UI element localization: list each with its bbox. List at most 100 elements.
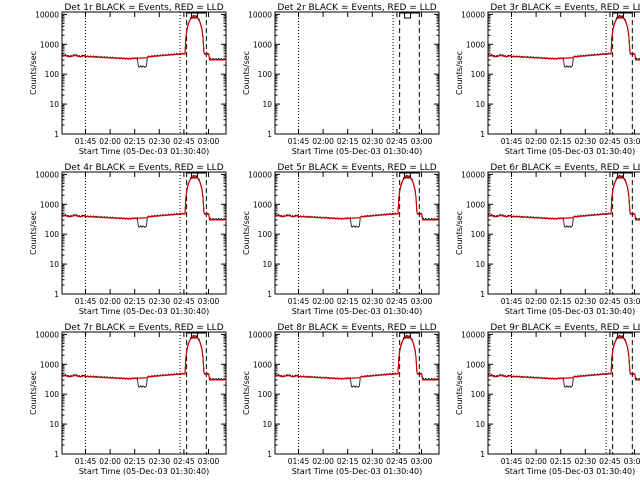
y-axis-label: Counts/sec xyxy=(455,51,464,95)
y-tick-label: 1000 xyxy=(40,360,59,369)
x-axis-label: Start Time (05-Dec-03 01:30:40) xyxy=(292,467,423,476)
y-tick-label: 100 xyxy=(258,70,273,79)
chart-title: Det 8r BLACK = Events, RED = LLD xyxy=(277,323,436,333)
x-tick-label: 02:15 xyxy=(337,297,359,306)
events-series-line xyxy=(487,174,640,229)
y-tick-label: 1000 xyxy=(40,200,59,209)
chart-title: Det 7r BLACK = Events, RED = LLD xyxy=(64,323,223,333)
y-tick-label: 10000 xyxy=(248,10,272,19)
x-tick-label: 02:45 xyxy=(173,457,195,466)
chart-title: Det 1r BLACK = Events, RED = LLD xyxy=(64,3,223,13)
y-tick-label: 1 xyxy=(480,130,485,139)
plot-area: 1 10 100 1000 10000 01:45 02:00 02:15 02:30 02:45… xyxy=(461,10,640,146)
chart-panel: Det 9r BLACK = Events, RED = LLD 1 10 100 10… xyxy=(455,323,640,476)
chart-panel: Det 7r BLACK = Events, RED = LLD 1 10 100 10… xyxy=(29,323,227,476)
y-tick-label: 10000 xyxy=(248,170,272,179)
plot-area: 1 10 100 1000 10000 01:45 02:00 02:15 02:30 02:45… xyxy=(461,170,640,306)
chart-panel: Det 5r BLACK = Events, RED = LLD 1 10 100 10… xyxy=(242,163,440,316)
y-tick-label: 1000 xyxy=(253,360,272,369)
y-tick-label: 10000 xyxy=(35,10,59,19)
lld-series-line xyxy=(274,175,439,221)
x-tick-label: 02:45 xyxy=(599,137,621,146)
x-tick-label: 02:30 xyxy=(148,297,170,306)
y-tick-label: 10 xyxy=(262,420,272,429)
x-tick-label: 02:30 xyxy=(574,137,596,146)
plot-frame xyxy=(487,11,640,135)
lld-series-line xyxy=(487,15,640,61)
y-tick-label: 1 xyxy=(54,450,59,459)
x-tick-label: 02:30 xyxy=(148,457,170,466)
y-tick-label: 100 xyxy=(258,230,273,239)
y-tick-label: 1000 xyxy=(253,200,272,209)
x-tick-label: 01:45 xyxy=(75,137,97,146)
plot-frame xyxy=(61,11,227,135)
x-tick-label: 03:00 xyxy=(624,297,640,306)
x-tick-label: 03:00 xyxy=(198,457,220,466)
plot-area: 1 10 100 1000 10000 01:45 02:00 02:15 02:30 02:45… xyxy=(248,10,440,146)
x-tick-label: 02:45 xyxy=(386,137,408,146)
top-marker xyxy=(404,12,412,19)
x-tick-label: 02:00 xyxy=(525,457,547,466)
x-tick-label: 02:15 xyxy=(124,137,146,146)
y-tick-label: 1000 xyxy=(466,200,485,209)
y-tick-label: 10 xyxy=(475,420,485,429)
x-axis-label: Start Time (05-Dec-03 01:30:40) xyxy=(292,307,423,316)
x-tick-label: 02:15 xyxy=(337,457,359,466)
x-axis-label: Start Time (05-Dec-03 01:30:40) xyxy=(505,147,636,156)
plot-area: 1 10 100 1000 10000 01:45 02:00 02:15 02:30 02:45… xyxy=(248,330,440,466)
x-tick-label: 03:00 xyxy=(198,137,220,146)
chart-panel: Det 3r BLACK = Events, RED = LLD 1 10 100 10… xyxy=(455,3,640,156)
chart-panel: Det 1r BLACK = Events, RED = LLD 1 10 100 10… xyxy=(29,3,227,156)
x-tick-label: 02:15 xyxy=(337,137,359,146)
chart-panel: Det 6r BLACK = Events, RED = LLD 1 10 100 10… xyxy=(455,163,640,316)
x-tick-label: 01:45 xyxy=(75,297,97,306)
y-axis-label: Counts/sec xyxy=(242,371,251,415)
y-tick-label: 10000 xyxy=(461,10,485,19)
y-tick-label: 100 xyxy=(471,230,486,239)
y-tick-label: 10000 xyxy=(461,330,485,339)
chart-title: Det 5r BLACK = Events, RED = LLD xyxy=(277,163,436,173)
y-tick-label: 100 xyxy=(45,390,60,399)
y-tick-label: 100 xyxy=(45,230,60,239)
lld-series-line xyxy=(487,175,640,221)
y-tick-label: 10000 xyxy=(35,170,59,179)
x-tick-label: 03:00 xyxy=(198,297,220,306)
events-series-line xyxy=(61,334,227,389)
y-tick-label: 10 xyxy=(49,260,59,269)
events-series-line xyxy=(61,14,227,69)
events-series-line xyxy=(274,174,440,229)
x-tick-label: 02:00 xyxy=(312,297,334,306)
plot-frame xyxy=(61,171,227,295)
x-tick-label: 02:30 xyxy=(361,297,383,306)
plot-area: 1 10 100 1000 10000 01:45 02:00 02:15 02:30 02:45… xyxy=(35,10,227,146)
x-tick-label: 02:00 xyxy=(99,297,121,306)
x-tick-label: 02:00 xyxy=(525,297,547,306)
y-tick-label: 100 xyxy=(45,70,60,79)
y-tick-label: 10 xyxy=(49,420,59,429)
y-tick-label: 1 xyxy=(267,290,272,299)
chart-title: Det 9r BLACK = Events, RED = LLD xyxy=(490,323,640,333)
y-tick-label: 1 xyxy=(267,450,272,459)
x-tick-label: 01:45 xyxy=(75,457,97,466)
x-axis-label: Start Time (05-Dec-03 01:30:40) xyxy=(79,307,210,316)
y-tick-label: 10 xyxy=(475,260,485,269)
x-tick-label: 01:45 xyxy=(501,297,523,306)
y-tick-label: 1000 xyxy=(40,40,59,49)
y-tick-label: 1000 xyxy=(466,40,485,49)
x-tick-label: 01:45 xyxy=(288,137,310,146)
x-tick-label: 03:00 xyxy=(624,457,640,466)
x-tick-label: 02:30 xyxy=(574,457,596,466)
chart-title: Det 6r BLACK = Events, RED = LLD xyxy=(490,163,640,173)
y-tick-label: 100 xyxy=(258,390,273,399)
x-tick-label: 02:30 xyxy=(148,137,170,146)
y-tick-label: 100 xyxy=(471,390,486,399)
x-tick-label: 02:00 xyxy=(312,137,334,146)
plot-frame xyxy=(487,171,640,295)
x-tick-label: 02:45 xyxy=(599,457,621,466)
events-series-line xyxy=(61,174,227,229)
x-tick-label: 01:45 xyxy=(288,457,310,466)
x-tick-label: 02:00 xyxy=(99,137,121,146)
y-tick-label: 10 xyxy=(475,100,485,109)
y-axis-label: Counts/sec xyxy=(455,211,464,255)
plot-frame xyxy=(274,11,440,135)
